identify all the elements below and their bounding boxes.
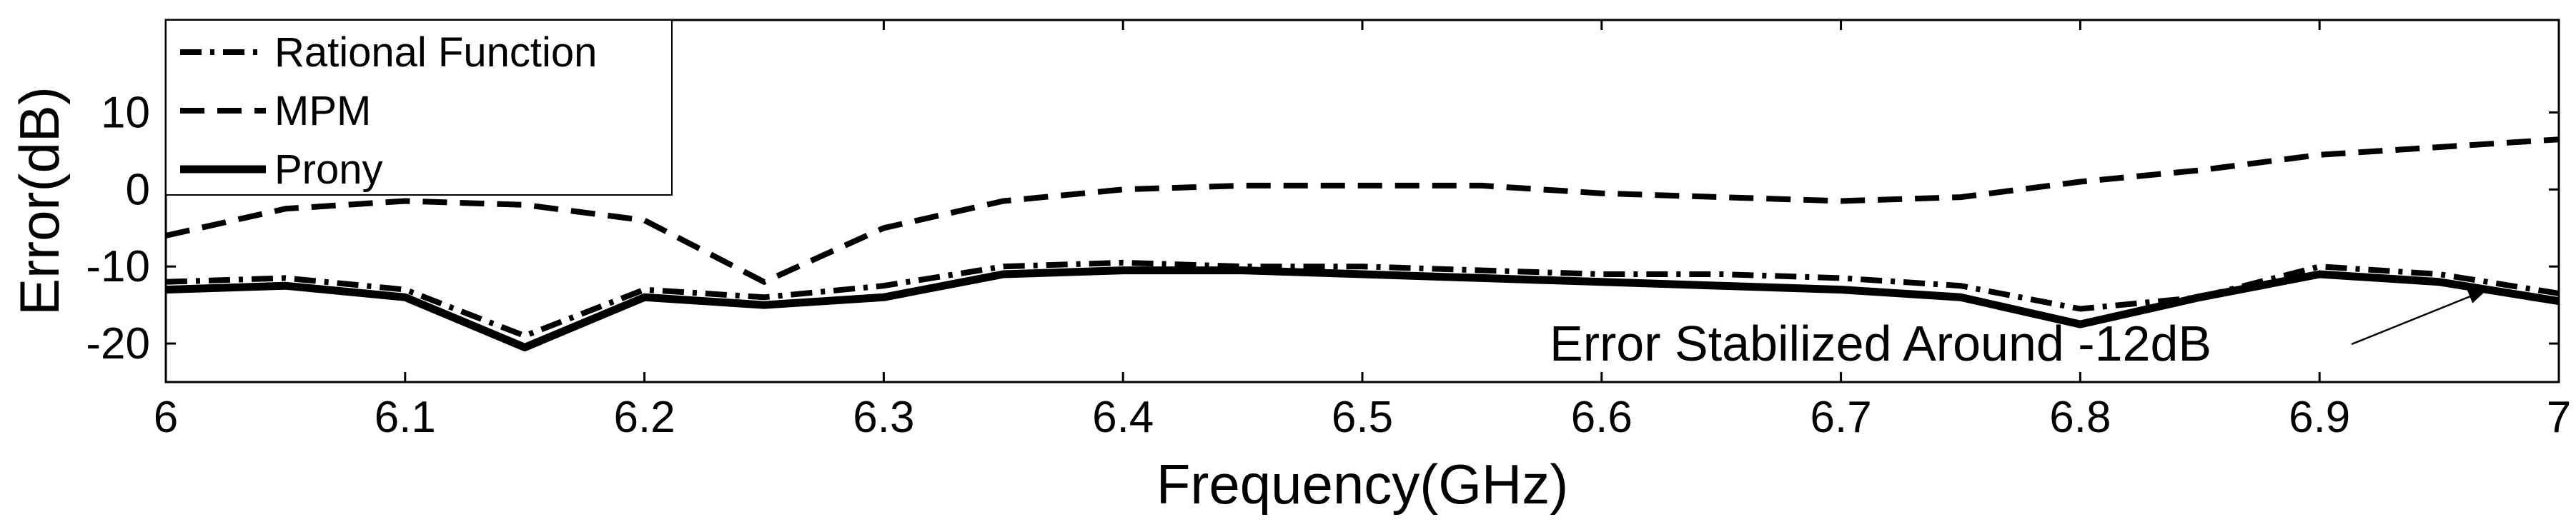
x-tick-label: 6.3 xyxy=(853,393,914,442)
axes: 6 6.1 6.2 6.3 6.4 6.5 6.6 6.7 6.8 6.9 7 10 0 -10 -20 xyxy=(86,19,2571,442)
annotation: Error Stabilized Around -12dB xyxy=(1550,288,2488,371)
x-tick-label: 6.2 xyxy=(613,393,675,442)
y-tick-label: -20 xyxy=(86,319,150,368)
y-tick-label: 10 xyxy=(101,88,150,137)
x-axis-title: Frequency(GHz) xyxy=(1156,453,1568,516)
x-tick-label: 6.1 xyxy=(375,393,436,442)
y-tick-label: 0 xyxy=(126,165,150,214)
y-axis-title: Error(dB) xyxy=(8,86,71,316)
annotation-arrow-line xyxy=(2351,288,2488,346)
legend-label: Prony xyxy=(274,146,383,193)
x-tick-label: 6.7 xyxy=(1810,393,1871,442)
x-tick-label: 6.6 xyxy=(1571,393,1633,442)
annotation-arrowhead xyxy=(2467,289,2487,303)
x-tick-label: 6.9 xyxy=(2289,393,2350,442)
series-line-prony xyxy=(165,266,2560,351)
legend-label: MPM xyxy=(274,88,371,134)
x-tick-label: 6.4 xyxy=(1092,393,1154,442)
y-tick-label: -10 xyxy=(86,242,150,291)
series-line-mpm xyxy=(165,136,2560,285)
series-line-rational-function xyxy=(165,259,2560,339)
x-tick-label: 6.8 xyxy=(2049,393,2111,442)
legend-label: Rational Function xyxy=(274,29,597,76)
x-tick-label: 7 xyxy=(2547,393,2571,442)
x-tick-label: 6.5 xyxy=(1332,393,1393,442)
x-tick-label: 6 xyxy=(154,393,178,442)
annotation-text: Error Stabilized Around -12dB xyxy=(1550,316,2211,371)
plot-series xyxy=(165,136,2560,351)
legend: Rational Function MPM Prony xyxy=(165,19,673,196)
